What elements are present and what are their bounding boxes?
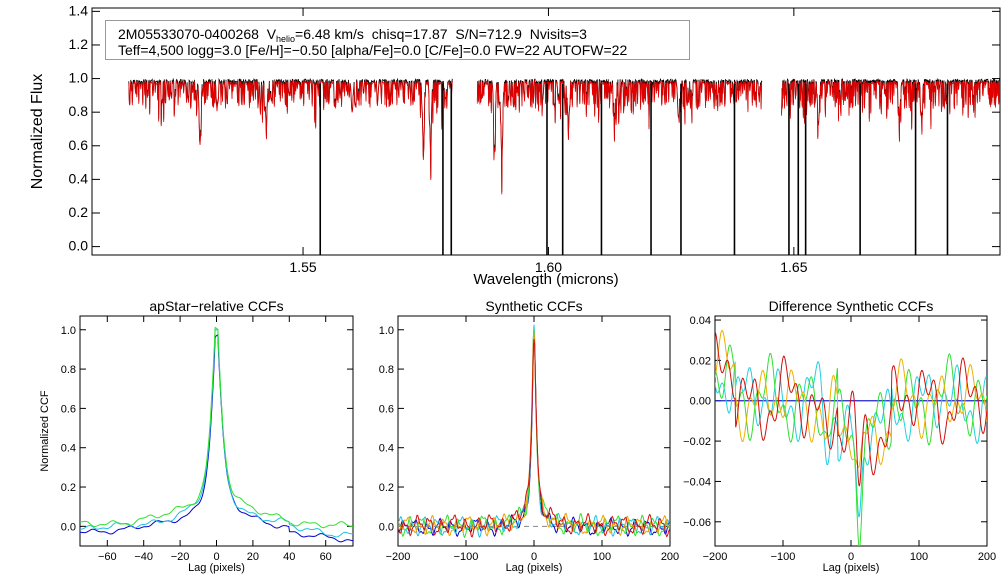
chisq: chisq=17.87 xyxy=(371,26,448,42)
model-spectrum-chip-0 xyxy=(128,79,454,181)
y-tick-label: 0.6 xyxy=(61,403,76,415)
model-spectrum-chip-1 xyxy=(476,79,763,195)
x-tick-label: 20 xyxy=(247,551,259,563)
chart-3: −200 −100 0 100 200 −0.06 −0.04 −0.02 0.00 0.02 0.… xyxy=(683,298,996,574)
y-tick-label: 1.0 xyxy=(69,70,89,86)
y-tick-label: 0.2 xyxy=(69,204,89,220)
ccf-series-visit-1 xyxy=(398,334,670,538)
y-tick-label: 0.00 xyxy=(690,396,711,408)
y-axis-label: Normalized Flux xyxy=(29,74,46,190)
info-line-1: 2M05533070-0400268 Vhelio=6.48 km/s chis… xyxy=(118,26,587,44)
y-tick-label: −0.02 xyxy=(683,436,711,448)
plot-area xyxy=(128,77,1000,255)
ccf-series-visit-3 xyxy=(398,329,670,539)
diff-series-diff-4 xyxy=(715,331,987,487)
ccf-series-visit-2 xyxy=(398,324,670,539)
ccf-series-visit-4 xyxy=(398,332,670,537)
plot-frame xyxy=(714,315,988,547)
chart-1: −60 −40 −20 0 20 40 60 0.0 0.2 0.4 0.6 0.8 1.0 Lag (p… xyxy=(39,298,354,574)
y-tick-label: 0.8 xyxy=(61,364,76,376)
ccf-series-visit-3 xyxy=(80,326,353,529)
chart-title: Synthetic CCFs xyxy=(485,298,582,314)
y-tick-label: 0.0 xyxy=(69,238,89,254)
x-tick-label: 100 xyxy=(910,551,928,563)
y-tick-label: 0.02 xyxy=(690,355,711,367)
nvisits: Nvisits=3 xyxy=(529,26,587,42)
x-tick-label: −200 xyxy=(703,551,728,563)
diff-series-diff-2 xyxy=(715,344,987,546)
x-tick-label: −100 xyxy=(771,551,796,563)
star-id: 2M05533070-0400268 xyxy=(118,26,259,42)
y-tick-label: 0.6 xyxy=(379,403,394,415)
y-tick-label: 0.2 xyxy=(61,482,76,494)
y-tick-label: −0.04 xyxy=(683,476,711,488)
x-axis-label: Lag (pixels) xyxy=(823,562,880,574)
chart-title: Difference Synthetic CCFs xyxy=(769,298,934,314)
y-tick-label: 0.04 xyxy=(690,315,711,327)
x-tick-label: −20 xyxy=(171,551,190,563)
x-tick-label: 40 xyxy=(283,551,295,563)
x-tick-label: 60 xyxy=(320,551,332,563)
x-axis-label: Lag (pixels) xyxy=(188,562,245,574)
x-tick-label: 1.55 xyxy=(289,259,316,275)
y-tick-label: 0.4 xyxy=(61,443,76,455)
vhelio-value: =6.48 km/s xyxy=(295,26,364,42)
x-tick-label: 0 xyxy=(848,551,854,563)
x-tick-label: −200 xyxy=(386,551,411,563)
x-tick-label: 200 xyxy=(661,551,679,563)
y-tick-label: 1.4 xyxy=(69,2,89,18)
y-tick-label: 0.8 xyxy=(69,103,89,119)
y-axis-label: Normalized CCF xyxy=(39,390,51,472)
y-tick-label: 1.2 xyxy=(69,36,89,52)
plot-area xyxy=(398,324,670,539)
x-tick-label: 200 xyxy=(978,551,996,563)
info-box: 2M05533070-0400268 Vhelio=6.48 km/s chis… xyxy=(105,20,690,60)
diff-series-diff-1 xyxy=(715,361,987,518)
plot-area xyxy=(715,329,987,546)
plot-frame xyxy=(397,315,671,547)
y-tick-label: 1.0 xyxy=(61,325,76,337)
x-tick-label: 1.60 xyxy=(535,259,562,275)
y-tick-label: 0.4 xyxy=(379,443,394,455)
y-tick-label: 0.6 xyxy=(69,137,89,153)
y-tick-label: 1.0 xyxy=(379,325,394,337)
x-tick-label: −100 xyxy=(454,551,479,563)
vhelio-label: V xyxy=(266,26,277,42)
model-spectrum-chip-2 xyxy=(781,79,1000,142)
y-tick-label: 0.8 xyxy=(379,364,394,376)
vhelio-subscript: helio xyxy=(276,34,296,44)
y-tick-label: 0.0 xyxy=(61,521,76,533)
x-tick-label: −60 xyxy=(98,551,117,563)
plot-area xyxy=(80,326,353,543)
y-tick-label: −0.06 xyxy=(683,517,711,529)
info-line-2: Teff=4,500 logg=3.0 [Fe/H]=−0.50 [alpha/… xyxy=(118,42,628,58)
chart-0: 1.55 1.60 1.65 0.0 0.2 0.4 0.6 0.8 1.0 1.2 1.4 Wave… xyxy=(29,2,1001,288)
chart-2: −200 −100 0 100 200 0.0 0.2 0.4 0.6 0.8 1.0 Lag (pi… xyxy=(379,298,679,574)
ccf-series-visit-1 xyxy=(80,334,353,543)
y-tick-label: 0.0 xyxy=(379,521,394,533)
y-tick-label: 0.2 xyxy=(379,482,394,494)
x-axis-label: Lag (pixels) xyxy=(506,562,563,574)
x-tick-label: −40 xyxy=(134,551,153,563)
x-axis-label: Wavelength (microns) xyxy=(473,271,618,288)
chart-title: apStar−relative CCFs xyxy=(149,298,283,314)
ccf-series-visit-2 xyxy=(80,329,353,538)
y-tick-label: 0.4 xyxy=(69,170,89,186)
x-tick-label: 0 xyxy=(213,551,219,563)
x-tick-label: 100 xyxy=(593,551,611,563)
plot-frame xyxy=(91,7,1001,256)
snr: S/N=712.9 xyxy=(455,26,522,42)
ccf-series-visit-5 xyxy=(398,338,670,538)
plot-frame xyxy=(79,315,354,547)
x-tick-label: 1.65 xyxy=(780,259,807,275)
x-tick-label: 0 xyxy=(531,551,537,563)
diff-series-diff-3 xyxy=(715,329,987,468)
